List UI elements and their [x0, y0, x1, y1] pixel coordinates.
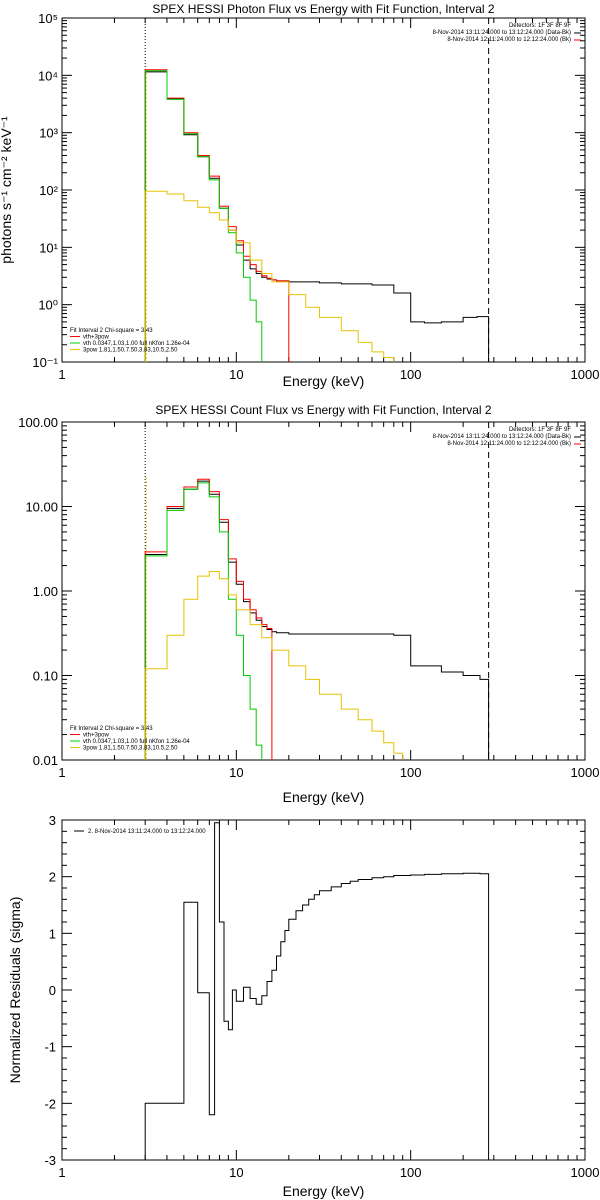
y-tick-label: 10⁰	[38, 298, 58, 313]
series-line-1	[144, 480, 490, 760]
legend-entry: 2. 8-Nov-2014 13:11:24.000 to 13:12:24.0…	[88, 829, 206, 835]
y-axis-label: photons s⁻¹ cm⁻² keV⁻¹	[0, 116, 14, 264]
x-tick-label: 1	[58, 765, 65, 780]
x-tick-label: 10	[229, 765, 243, 780]
y-tick-label: 10⁵	[38, 11, 58, 26]
series-line-2	[144, 478, 273, 760]
series-line-3	[144, 70, 263, 362]
x-tick-label: 10	[229, 1165, 243, 1180]
series-line-1	[144, 822, 490, 1160]
legend-top-entry: 8-Nov-2014 12:11:24.000 to 12:12:24.000 …	[447, 37, 571, 43]
y-tick-label: 1	[49, 926, 56, 941]
y-axis-label: Normalized Residuals (sigma)	[7, 897, 23, 1084]
y-tick-label: 0.10	[33, 669, 58, 684]
legend-bottom-title: Fit Interval 2 Chi-square = 3.43	[70, 328, 153, 334]
y-tick-label: 0.01	[33, 753, 58, 768]
legend-top-entry: 8-Nov-2014 13:11:24.000 to 13:12:24.000 …	[433, 434, 571, 440]
series-line-4	[144, 571, 404, 760]
y-tick-label: 100.00	[18, 415, 58, 430]
x-tick-label: 100	[400, 1165, 422, 1180]
y-tick-label: -2	[44, 1096, 56, 1111]
series-line-1	[144, 71, 490, 362]
y-tick-label: -3	[44, 1153, 56, 1168]
legend-top-entry: 8-Nov-2014 13:11:24.000 to 13:12:24.000 …	[433, 30, 571, 36]
x-tick-label: 1000	[571, 367, 600, 382]
plot-frame	[61, 421, 586, 761]
chart-title: SPEX HESSI Photon Flux vs Energy with Fi…	[152, 2, 494, 16]
series-group	[144, 69, 490, 362]
plot-frame	[61, 17, 586, 363]
y-tick-label: 10²	[39, 183, 58, 198]
legend-top-entry: 8-Nov-2014 12:11:24.000 to 12:12:24.000 …	[447, 441, 571, 447]
x-axis-label: Energy (keV)	[283, 789, 365, 805]
y-tick-label: 3	[49, 813, 56, 828]
series-line-3	[144, 482, 263, 760]
legend-top-entry: Detectors: 1F 3F 8F 9F	[509, 427, 571, 433]
y-tick-label: 2	[49, 870, 56, 885]
series-line-2	[144, 69, 290, 362]
series-group	[144, 478, 490, 760]
y-tick-label: 10⁻¹	[32, 355, 58, 370]
legend-bottom-entry: vth 0.0347,1.03,1.00 full nKfon 1.26e-04	[83, 739, 190, 745]
x-tick-label: 100	[400, 367, 422, 382]
x-axis-label: Energy (keV)	[283, 373, 365, 389]
legend-bottom-entry: 3pow 1.81,1.50,7.50,3.83,10.5,2.50	[83, 746, 178, 752]
x-axis-label: Energy (keV)	[283, 1183, 365, 1199]
panel-3: 1 10 100 1000 Energy (keV) -3 -2 -1 0 1 2 3 Normaliz…	[7, 813, 599, 1199]
y-tick-label: 10¹	[39, 240, 58, 255]
x-tick-label: 1000	[571, 765, 600, 780]
legend-bottom-title: Fit Interval 2 Chi-square = 3.43	[70, 726, 153, 732]
y-tick-label: 10³	[39, 126, 58, 141]
x-tick-label: 1000	[571, 1165, 600, 1180]
x-tick-label: 1	[58, 1165, 65, 1180]
y-tick-label: 1.00	[33, 584, 58, 599]
legend-top-entry: Detectors: 1F 3F 8F 9F	[509, 23, 571, 29]
y-tick-label: 10.00	[25, 500, 58, 515]
panel-2: SPEX HESSI Count Flux vs Energy with Fit…	[18, 403, 599, 805]
plot-frame	[61, 819, 586, 1161]
panel-1: SPEX HESSI Photon Flux vs Energy with Fi…	[0, 2, 599, 389]
legend-bottom-entry: 3pow 1.81,1.50,7.50,3.83,10.5,2.50	[83, 348, 178, 354]
series-line-4	[144, 190, 395, 362]
y-tick-label: 10⁴	[38, 68, 58, 83]
chart-title: SPEX HESSI Count Flux vs Energy with Fit…	[155, 403, 491, 417]
y-tick-label: 0	[49, 983, 56, 998]
x-tick-label: 100	[400, 765, 422, 780]
x-tick-label: 1	[58, 367, 65, 382]
y-tick-label: -1	[44, 1040, 56, 1055]
series-group	[144, 822, 490, 1160]
legend-bottom-entry: vth+3pow	[83, 733, 110, 739]
x-tick-label: 10	[229, 367, 243, 382]
legend-bottom-entry: vth 0.0347,1.03,1.00 full nKfon 1.26e-04	[83, 341, 190, 347]
legend-bottom-entry: vth+3pow	[83, 335, 110, 341]
